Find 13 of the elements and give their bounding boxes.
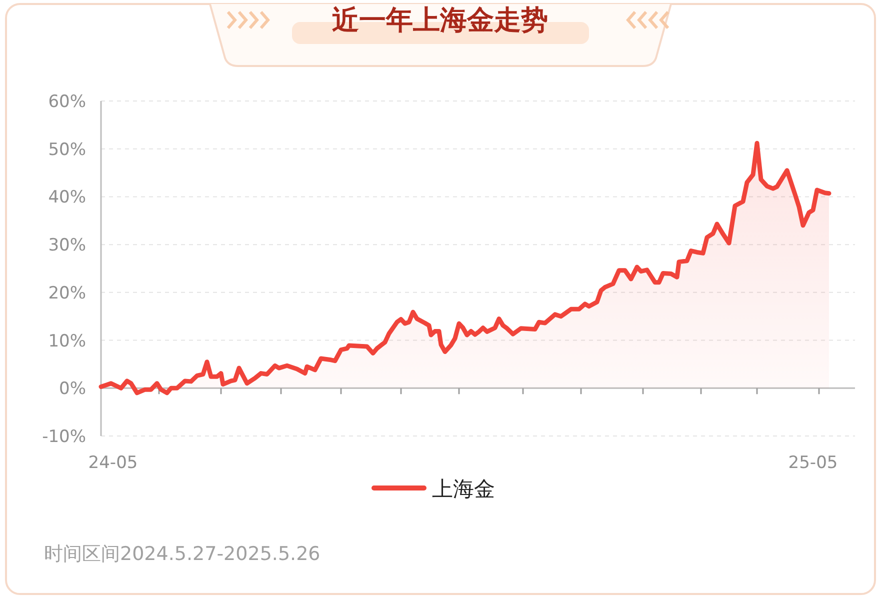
y-tick-label: 20%: [48, 283, 86, 304]
x-tick-label: 24-05: [88, 453, 138, 473]
text: 时间区间2024.5.27-2025.5.26: [44, 543, 320, 565]
y-tick-label: 30%: [48, 236, 86, 256]
y-tick-label: 0%: [59, 379, 86, 400]
y-tick-label: 40%: [48, 188, 86, 208]
y-tick-label: 50%: [48, 140, 86, 160]
y-tick-label: -10%: [42, 427, 86, 447]
y-tick-label: 10%: [48, 331, 86, 352]
chart-title: 近一年上海金走势: [332, 5, 548, 36]
x-tick-label: 25-05: [788, 453, 838, 473]
legend-label: 上海金: [432, 477, 495, 501]
y-tick-label: 60%: [48, 92, 86, 112]
